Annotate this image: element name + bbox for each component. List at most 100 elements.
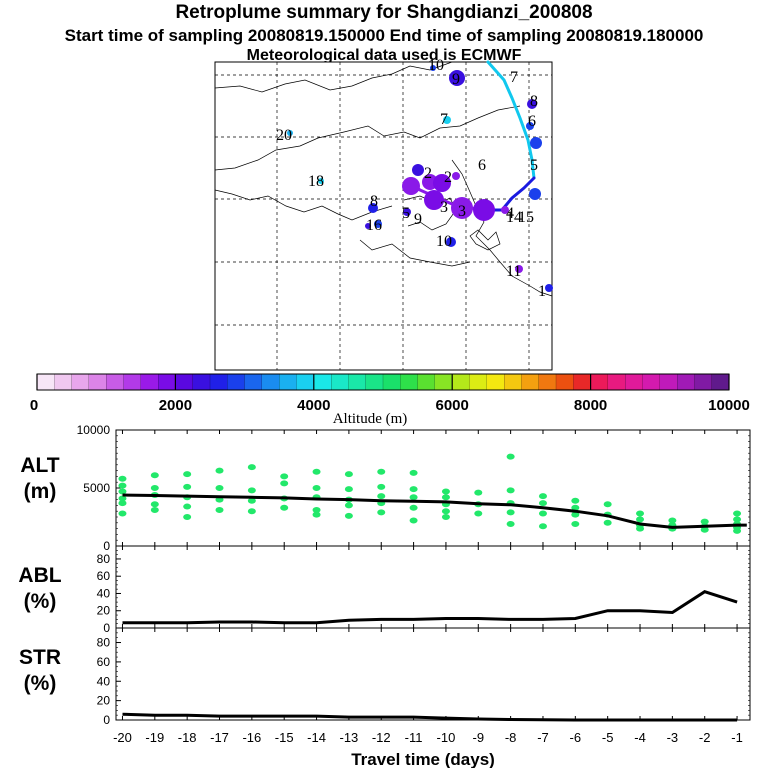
colorbar-cell	[106, 373, 124, 391]
alt-point	[571, 511, 580, 518]
trajectory-point	[501, 206, 509, 214]
y-tick-label: 40	[97, 674, 111, 688]
trajectory-label: 8	[530, 93, 538, 110]
trajectory-label: 7	[440, 111, 448, 128]
alt-point	[247, 464, 256, 471]
x-tick-label: -2	[699, 730, 711, 745]
trajectory-label: 14	[506, 209, 522, 226]
alt-point	[733, 527, 742, 534]
colorbar-tick-label: 10000	[708, 397, 750, 414]
alt-point	[506, 453, 515, 460]
trajectory-point	[374, 220, 382, 228]
colorbar-cell	[192, 373, 211, 391]
alt-point	[150, 485, 159, 491]
panel-ylabel: ABL	[18, 564, 61, 587]
trajectory-point	[452, 172, 460, 180]
alt-point	[215, 467, 224, 474]
alt-point	[409, 486, 418, 493]
colorbar-cell	[123, 373, 142, 391]
trajectory-point	[526, 122, 534, 130]
trajectory-point	[287, 130, 293, 136]
alt-point	[344, 486, 353, 493]
trajectory-point	[403, 208, 411, 216]
trajectory-point	[451, 197, 473, 219]
trajectory-label: 1	[538, 283, 546, 300]
trajectory-label: 6	[478, 157, 486, 174]
alt-point	[247, 508, 256, 515]
alt-point	[247, 497, 256, 504]
trajectory-point	[446, 237, 456, 247]
trajectory-point	[318, 178, 324, 184]
colorbar-cell	[313, 373, 332, 391]
alt-point	[215, 485, 224, 491]
alt-point	[377, 483, 386, 490]
alt-point	[183, 483, 192, 490]
colorbar-cell	[365, 373, 384, 391]
trajectory-upper-path	[486, 60, 536, 180]
colorbar-cell	[54, 373, 72, 391]
alt-point	[280, 504, 289, 511]
trajectory-point	[402, 177, 420, 195]
alt-point	[441, 488, 450, 495]
x-tick-label: -10	[437, 730, 456, 745]
trajectory-label: 11	[506, 263, 521, 280]
colorbar-cell	[607, 373, 626, 391]
alt-point	[312, 511, 321, 518]
alt-point	[183, 503, 192, 510]
colorbar-cell	[694, 373, 713, 391]
trajectory-label: 6	[528, 113, 536, 130]
trajectory-point	[365, 223, 371, 229]
colorbar-cell	[88, 373, 107, 391]
alt-point	[312, 468, 321, 475]
alt-point	[571, 497, 580, 504]
colorbar-cell	[71, 373, 90, 391]
alt-point	[118, 500, 127, 507]
panel-ylabel-unit: (%)	[24, 590, 57, 613]
abl-line	[122, 590, 738, 625]
colorbar-cell	[417, 373, 436, 391]
colorbar-cell	[486, 373, 505, 391]
trajectory-label: 7	[510, 69, 518, 86]
trajectory-point	[412, 164, 424, 176]
colorbar-tick-label: 4000	[297, 397, 330, 414]
trajectory-label: 15	[518, 209, 534, 226]
trajectory-point	[443, 116, 451, 124]
trajectory-label: 2	[424, 165, 432, 182]
alt-point	[506, 487, 515, 494]
alt-point	[603, 501, 612, 508]
trajectory-point	[545, 284, 553, 292]
trajectory-label: 3	[458, 203, 466, 220]
alt-point	[247, 487, 256, 494]
panel-ylabel-unit: (m)	[24, 480, 57, 503]
x-tick-label: -11	[405, 730, 423, 745]
meteorology-line: Meteorological data used is ECMWF	[246, 47, 522, 64]
trajectory-point	[515, 265, 523, 273]
alt-point	[344, 512, 353, 519]
alt-point	[571, 504, 580, 511]
panel-ylabel-unit: (%)	[24, 672, 57, 695]
trajectory-label: 8	[370, 193, 378, 210]
coastline-north	[214, 61, 453, 93]
colorbar-cell	[140, 373, 159, 391]
alt-point	[344, 502, 353, 509]
alt-point	[312, 485, 321, 491]
str-line	[122, 712, 738, 722]
colorbar-cell	[158, 373, 176, 391]
x-tick-label: -6	[570, 730, 582, 745]
y-tick-label: 10000	[77, 423, 111, 437]
trajectory-points	[287, 65, 553, 292]
colorbar-cell	[400, 373, 418, 391]
alt-point	[183, 514, 192, 520]
coastline-east	[451, 159, 553, 297]
colorbar-cell	[244, 373, 263, 391]
alt-point	[506, 509, 515, 516]
alt-mean-line	[122, 493, 747, 529]
y-tick-label: 80	[97, 636, 111, 650]
alt-point	[409, 494, 418, 501]
alt-point	[636, 525, 645, 532]
map-frame	[214, 61, 553, 371]
alt-point	[700, 518, 709, 525]
colorbar-cell	[296, 373, 315, 391]
alt-point	[733, 510, 742, 517]
x-tick-label: -16	[242, 730, 261, 745]
